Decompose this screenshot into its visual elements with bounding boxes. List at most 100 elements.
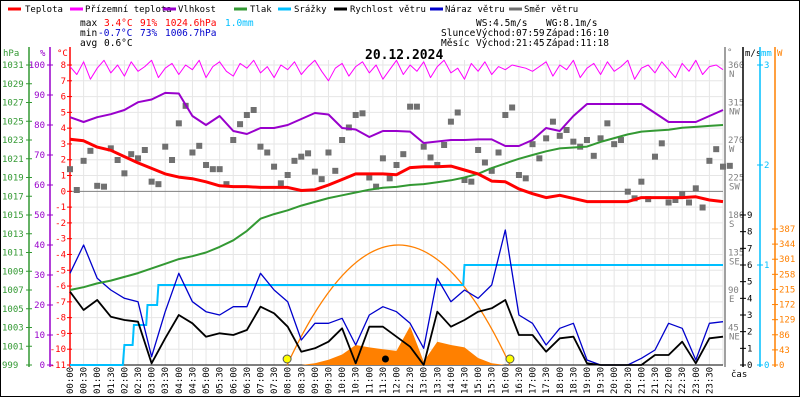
wind-direction-point xyxy=(563,127,570,133)
legend-label-6: Náraz větru xyxy=(445,5,505,15)
wind-direction-point xyxy=(413,103,420,110)
wind-direction-point xyxy=(556,132,563,139)
wind-direction-point xyxy=(393,162,400,168)
wind-direction-point xyxy=(536,155,543,162)
min-pressure: 1006.7hPa xyxy=(165,28,217,39)
wind-direction-point xyxy=(611,141,618,148)
x-tick-label: 06:30 xyxy=(243,367,253,394)
wind-direction-point xyxy=(162,143,169,150)
humidity-tick-label: 60 xyxy=(34,181,45,191)
legend-label-7: Směr větru xyxy=(524,5,578,15)
wind-direction-point xyxy=(692,185,699,192)
hpa-tick-label: 1019 xyxy=(2,174,24,184)
min-temp: -0.7°C xyxy=(98,28,133,39)
humidity-axis-label: % xyxy=(40,49,46,59)
humidity-tick-label: 20 xyxy=(34,301,45,311)
hpa-tick-label: 1009 xyxy=(2,267,24,277)
hpa-tick-label: 1029 xyxy=(2,80,24,90)
direction-axis-label: ° xyxy=(727,48,732,58)
direction-compass-label: SE xyxy=(729,258,740,268)
avg-label: avg xyxy=(80,38,98,49)
max-label: max xyxy=(80,18,98,29)
x-tick-label: 16:30 xyxy=(515,367,525,394)
x-tick-label: 21:30 xyxy=(651,367,661,394)
humidity-tick-label: 30 xyxy=(34,271,45,281)
wind-direction-point xyxy=(148,178,155,185)
wind-direction-point xyxy=(638,178,645,185)
max-temp: 3.4°C xyxy=(104,18,133,29)
legend-label-2: Vlhkost xyxy=(178,5,216,15)
humidity-tick-label: 0 xyxy=(40,361,45,371)
wind-direction-point xyxy=(141,147,148,153)
x-tick-label: 08:00 xyxy=(284,367,294,394)
wind-direction-point xyxy=(447,118,454,125)
hpa-tick-label: 1025 xyxy=(2,117,24,127)
wind-tick-label: 3 xyxy=(747,311,752,321)
wind-direction-point xyxy=(720,163,726,170)
temp-tick-label: -9 xyxy=(55,329,66,339)
wind-direction-point xyxy=(665,199,672,206)
x-tick-label: 17:00 xyxy=(529,367,539,394)
temp-tick-label: -11 xyxy=(50,361,66,371)
sunrise: Východ:07:59 xyxy=(476,28,545,39)
solar-tick-label: 344 xyxy=(779,240,795,250)
teplota-line xyxy=(69,137,724,204)
x-tick-label: 02:30 xyxy=(134,367,144,394)
rain-tick-label: 2 xyxy=(764,161,769,171)
sun-path-line xyxy=(286,244,511,366)
wind-tick-label: 6 xyxy=(747,261,752,271)
wind-tick-label: 1 xyxy=(747,344,752,354)
wind-direction-point xyxy=(515,172,522,178)
avg-temp: 0.6°C xyxy=(104,38,133,49)
wind-speed: WS:4.5m/s xyxy=(476,18,528,29)
solar-tick-label: 258 xyxy=(779,270,795,280)
wind-direction-point xyxy=(597,135,604,142)
max-pressure: 1024.6hPa xyxy=(165,18,217,29)
solar-tick-label: 387 xyxy=(779,225,795,235)
x-tick-label: 14:00 xyxy=(447,367,457,394)
solar-tick-label: 129 xyxy=(779,316,795,326)
wind-direction-point xyxy=(339,137,346,143)
wind-direction-point xyxy=(407,103,414,110)
x-tick-label: 13:00 xyxy=(420,367,430,394)
wind-direction-point xyxy=(284,172,291,178)
wind-direction-point xyxy=(298,153,305,160)
hpa-tick-label: 1011 xyxy=(2,249,24,259)
wind-direction-point xyxy=(726,162,733,169)
vlhkost-line xyxy=(69,91,724,147)
wind-tick-label: 8 xyxy=(747,228,752,238)
wind-tick-label: 5 xyxy=(747,278,752,288)
temp-tick-label: 7 xyxy=(61,77,66,87)
solar-tick-label: 301 xyxy=(779,255,795,265)
x-tick-label: 07:30 xyxy=(270,367,280,394)
wind-direction-point xyxy=(271,163,278,170)
wind-direction-point xyxy=(345,124,352,131)
wind-direction-point xyxy=(135,155,142,162)
wind-direction-point xyxy=(400,151,407,158)
wind-direction-point xyxy=(101,183,108,190)
wind-direction-point xyxy=(243,112,250,118)
wind-direction-point xyxy=(427,154,434,161)
x-tick-label: 19:30 xyxy=(597,367,607,394)
wind-direction-point xyxy=(332,167,339,174)
legend-label-4: Srážky xyxy=(294,5,327,15)
temp-tick-label: -2 xyxy=(55,219,66,229)
wind-direction-point xyxy=(658,140,665,147)
wind-direction-point xyxy=(203,162,210,168)
wind-direction-point xyxy=(651,153,658,160)
wind-direction-point xyxy=(311,168,318,175)
direction-compass-label: E xyxy=(729,295,734,305)
x-tick-label: 13:30 xyxy=(433,367,443,394)
wind-direction-point xyxy=(359,110,366,117)
wind-direction-point xyxy=(420,143,427,150)
temp-tick-label: 4 xyxy=(61,124,66,134)
wind-direction-point xyxy=(481,159,488,166)
x-tick-label: 18:30 xyxy=(569,367,579,394)
temp-tick-label: -1 xyxy=(55,203,66,213)
wind-tick-label: 7 xyxy=(747,244,752,254)
moon-label: Měsíc xyxy=(441,38,470,49)
solar-tick-label: 215 xyxy=(779,285,795,295)
wind-direction-point xyxy=(169,157,176,163)
wind-direction-point xyxy=(305,150,312,157)
